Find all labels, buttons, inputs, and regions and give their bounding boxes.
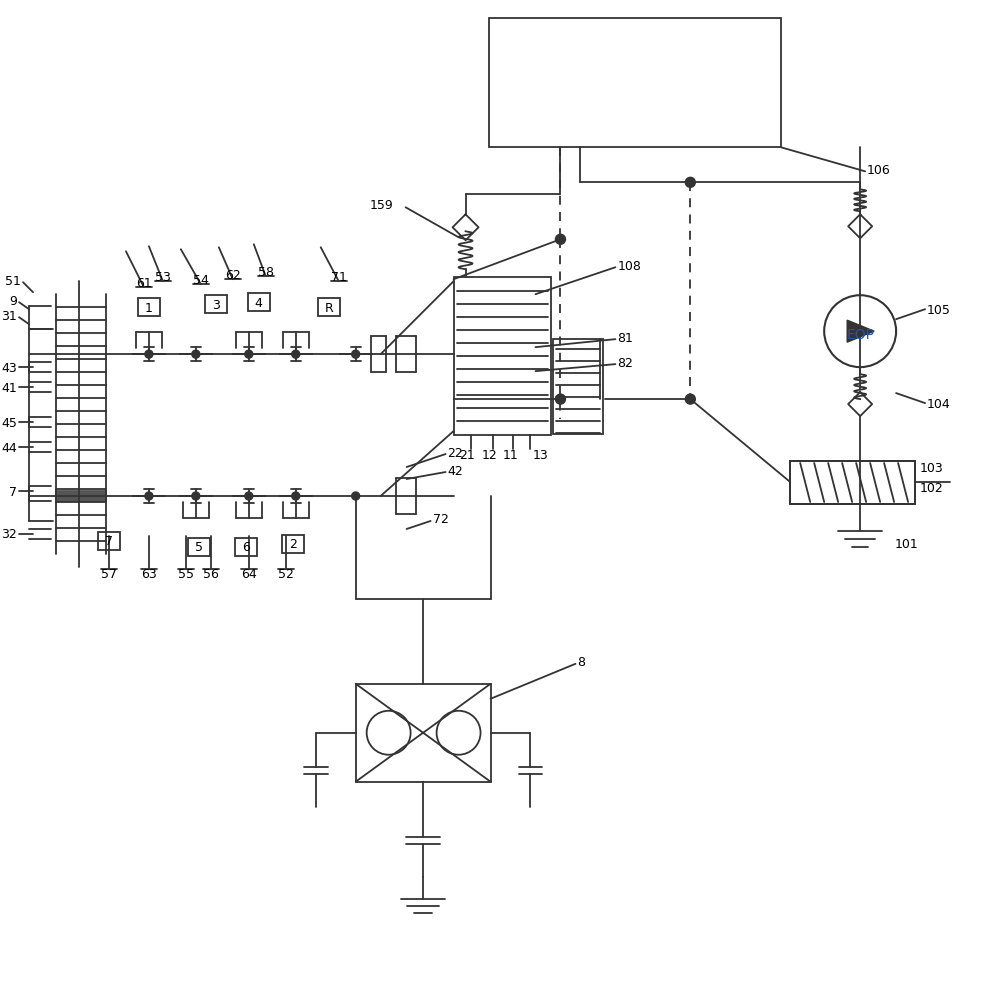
Text: 5: 5 <box>195 541 203 554</box>
Circle shape <box>245 492 253 501</box>
Text: 57: 57 <box>101 568 117 581</box>
Bar <box>454 278 551 436</box>
Text: 72: 72 <box>433 513 448 526</box>
Circle shape <box>352 492 360 501</box>
Text: 55: 55 <box>178 568 194 581</box>
Text: 108: 108 <box>617 259 641 272</box>
Text: 58: 58 <box>258 265 274 278</box>
Bar <box>138 299 160 317</box>
Text: 1: 1 <box>145 302 153 315</box>
Text: 61: 61 <box>136 276 152 290</box>
Circle shape <box>555 394 565 404</box>
Bar <box>356 684 491 782</box>
Circle shape <box>192 351 200 359</box>
Circle shape <box>555 235 565 245</box>
Text: 101: 101 <box>895 538 919 551</box>
Text: 106: 106 <box>867 164 891 176</box>
Circle shape <box>145 492 153 501</box>
Text: EOP: EOP <box>846 327 874 342</box>
Text: 71: 71 <box>331 270 347 283</box>
Text: 103: 103 <box>920 461 944 474</box>
Text: 2: 2 <box>289 538 297 551</box>
Bar <box>318 299 340 317</box>
Text: 7: 7 <box>9 485 17 498</box>
Text: 159: 159 <box>370 198 394 212</box>
Circle shape <box>292 492 300 501</box>
Bar <box>98 532 120 550</box>
Polygon shape <box>847 320 874 343</box>
Bar <box>489 19 781 148</box>
Circle shape <box>145 351 153 359</box>
Text: 13: 13 <box>532 448 548 461</box>
Circle shape <box>292 351 300 359</box>
Text: 51: 51 <box>5 274 21 288</box>
Text: 43: 43 <box>1 361 17 375</box>
Text: 3: 3 <box>212 299 220 312</box>
Bar <box>188 538 210 556</box>
Text: 41: 41 <box>1 382 17 394</box>
Text: 82: 82 <box>617 356 633 370</box>
Text: 105: 105 <box>927 304 951 317</box>
Bar <box>235 538 257 556</box>
Circle shape <box>685 178 695 188</box>
Text: 42: 42 <box>448 464 463 477</box>
Text: 56: 56 <box>203 568 219 581</box>
Text: 44: 44 <box>1 441 17 455</box>
Text: 32: 32 <box>1 528 17 541</box>
Text: 6: 6 <box>242 541 250 554</box>
Text: 11: 11 <box>503 448 518 461</box>
Text: 45: 45 <box>1 416 17 429</box>
Text: 102: 102 <box>920 481 944 494</box>
Circle shape <box>685 394 695 404</box>
Circle shape <box>352 351 360 359</box>
Text: 62: 62 <box>225 268 241 281</box>
Text: 64: 64 <box>241 568 257 581</box>
Circle shape <box>192 492 200 501</box>
Text: 104: 104 <box>927 397 951 410</box>
Text: 7: 7 <box>105 535 113 548</box>
Text: 9: 9 <box>9 295 17 308</box>
Text: 31: 31 <box>1 310 17 322</box>
Bar <box>56 491 106 502</box>
Text: R: R <box>324 302 333 315</box>
Bar <box>790 461 915 505</box>
Text: 4: 4 <box>255 297 263 310</box>
Bar <box>248 294 270 312</box>
Text: 12: 12 <box>482 448 497 461</box>
Text: 8: 8 <box>577 656 585 669</box>
Text: 53: 53 <box>155 270 171 283</box>
Text: 54: 54 <box>193 273 209 287</box>
Text: 63: 63 <box>141 568 157 581</box>
Text: 21: 21 <box>459 448 474 461</box>
Bar <box>205 296 227 314</box>
Circle shape <box>245 351 253 359</box>
Text: 22: 22 <box>448 446 463 459</box>
Bar <box>553 340 603 435</box>
Bar <box>282 535 304 553</box>
Text: 81: 81 <box>617 331 633 344</box>
Text: 52: 52 <box>278 568 294 581</box>
